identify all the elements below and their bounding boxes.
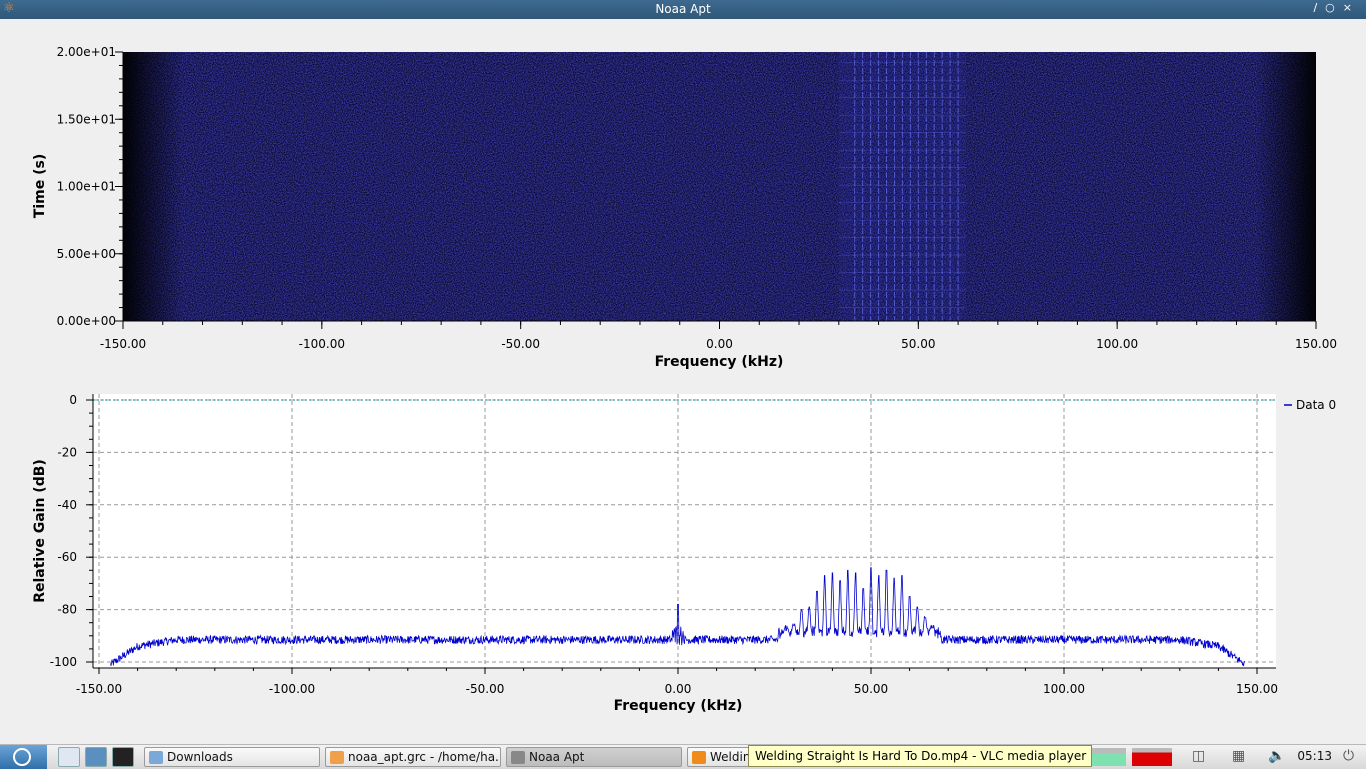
x-tick-label: 150.00 xyxy=(1236,682,1278,696)
x-tick-label: 150.00 xyxy=(1295,337,1337,351)
start-icon xyxy=(13,748,31,766)
x-tick-label: 100.00 xyxy=(1096,337,1138,351)
spectrum-series-line xyxy=(110,567,1246,667)
task-label: noaa_apt.grc - /home/ha... xyxy=(348,750,501,764)
y-tick-label: 0.00e+00 xyxy=(57,314,116,328)
task-label: Downloads xyxy=(167,750,233,764)
browser-launcher[interactable] xyxy=(85,747,107,767)
x-tick-label: -50.00 xyxy=(466,682,505,696)
task-vlc[interactable]: Welding xyxy=(687,747,757,767)
y-tick-label: 2.00e+01 xyxy=(57,45,116,59)
gnuradio-icon xyxy=(330,751,344,764)
legend-entry: Data 0 xyxy=(1296,398,1336,412)
x-tick-label: -100.00 xyxy=(299,337,345,351)
window-title: Noaa Apt xyxy=(655,2,711,16)
waterfall-y-axis-label: Time (s) xyxy=(32,154,48,218)
maximize-icon[interactable]: ∕ xyxy=(1313,1,1326,14)
spectrum-y-axis-label: Relative Gain (dB) xyxy=(32,459,48,603)
waterfall-noise xyxy=(123,52,1316,321)
spectrum-plot: -150.00 -100.00 -50.00 0.00 50.00 100.00 150.0… xyxy=(32,393,1336,714)
start-menu-button[interactable] xyxy=(0,745,47,769)
legend: Data 0 xyxy=(1284,398,1336,412)
file-manager-launcher[interactable] xyxy=(58,747,80,767)
waterfall-x-axis-label: Frequency (kHz) xyxy=(655,354,784,370)
window-controls: ∕○× xyxy=(1313,1,1360,14)
y-tick-label: -60 xyxy=(57,550,77,564)
vlc-icon xyxy=(692,751,706,764)
task-tooltip: Welding Straight Is Hard To Do.mp4 - VLC… xyxy=(748,745,1093,767)
y-tick-label: 1.50e+01 xyxy=(57,112,116,126)
power-icon[interactable]: ⏻ xyxy=(1343,748,1355,764)
task-label: Noaa Apt xyxy=(529,750,585,764)
network-icon[interactable]: ▦ xyxy=(1232,748,1246,764)
x-tick-label: 50.00 xyxy=(854,682,888,696)
y-tick-label: 1.00e+01 xyxy=(57,180,116,194)
restore-icon[interactable]: ○ xyxy=(1325,1,1343,14)
memory-meter xyxy=(1092,748,1126,766)
y-tick-label: -20 xyxy=(57,445,77,459)
gnuradio-icon xyxy=(511,751,525,764)
x-tick-label: 0.00 xyxy=(665,682,692,696)
x-tick-label: -150.00 xyxy=(76,682,122,696)
x-tick-label: -150.00 xyxy=(100,337,146,351)
waterfall-edge-right xyxy=(1256,52,1316,321)
x-tick-label: 0.00 xyxy=(706,337,733,351)
y-tick-label: -40 xyxy=(57,498,77,512)
y-tick-label: -80 xyxy=(57,603,77,617)
y-tick-label: -100 xyxy=(50,655,77,669)
waterfall-plot: -150.00 -100.00 -50.00 0.00 50.00 100.00 150.0… xyxy=(32,45,1337,370)
y-tick-label: 5.00e+00 xyxy=(57,247,116,261)
spectrum-x-axis-label: Frequency (kHz) xyxy=(614,698,743,714)
task-grc[interactable]: noaa_apt.grc - /home/ha... xyxy=(325,747,501,767)
x-tick-label: -50.00 xyxy=(501,337,540,351)
folder-icon xyxy=(149,751,163,764)
x-tick-label: 50.00 xyxy=(901,337,935,351)
spectrum-background xyxy=(93,394,1276,668)
x-tick-label: 100.00 xyxy=(1043,682,1085,696)
network-meter xyxy=(1132,748,1172,766)
gnuradio-icon: ⚛ xyxy=(3,1,15,16)
x-tick-label: -100.00 xyxy=(269,682,315,696)
window-titlebar: ⚛ Noaa Apt ∕○× xyxy=(0,0,1366,19)
taskbar: Downloads noaa_apt.grc - /home/ha... Noa… xyxy=(0,744,1366,769)
terminal-launcher[interactable] xyxy=(112,747,134,767)
clock: 05:13 xyxy=(1297,749,1332,763)
task-downloads[interactable]: Downloads xyxy=(144,747,320,767)
task-noaa-apt[interactable]: Noaa Apt xyxy=(506,747,682,767)
task-label: Welding xyxy=(710,750,757,764)
waterfall-edge-left xyxy=(123,52,183,321)
close-icon[interactable]: × xyxy=(1342,1,1360,14)
clipboard-icon[interactable]: ◫ xyxy=(1192,748,1206,764)
charts-area: -150.00 -100.00 -50.00 0.00 50.00 100.00 150.0… xyxy=(32,45,1337,714)
volume-icon[interactable]: 🔈 xyxy=(1268,748,1286,764)
y-tick-label: 0 xyxy=(69,393,77,407)
